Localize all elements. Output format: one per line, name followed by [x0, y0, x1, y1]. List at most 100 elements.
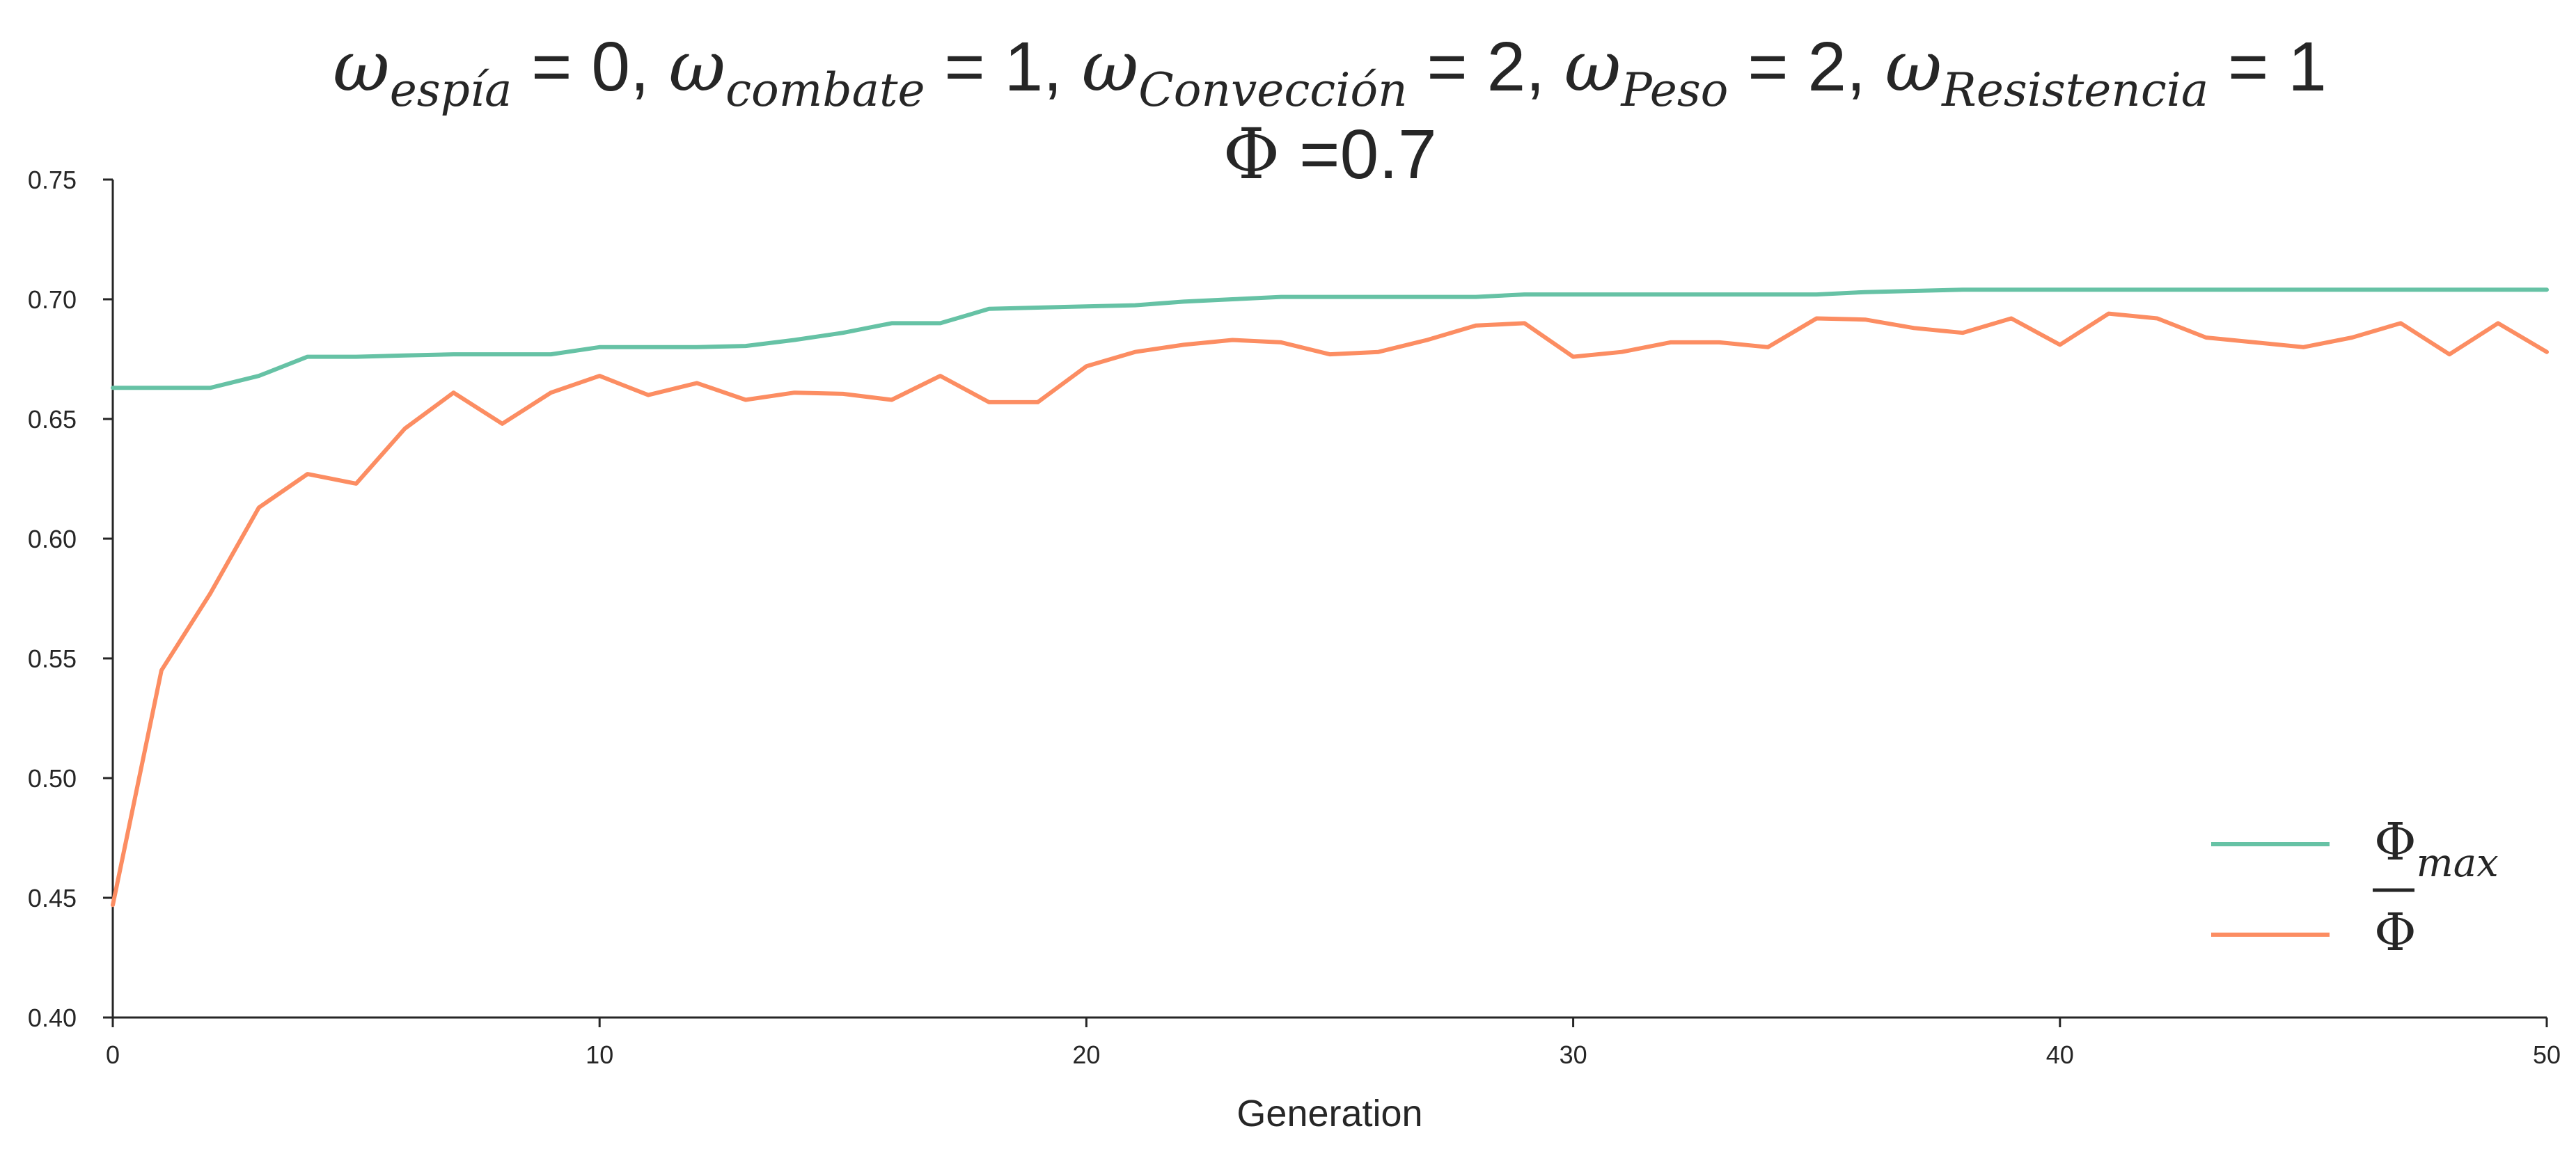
series-1-point — [452, 391, 455, 394]
legend-subscript: max — [2417, 841, 2499, 886]
series-0-point — [1377, 296, 1380, 299]
x-tick-label: 40 — [2046, 1040, 2074, 1069]
series-1-point — [1036, 401, 1039, 404]
series-1-point — [744, 398, 747, 401]
series-1-point — [598, 374, 601, 377]
title-omega-symbol: ω — [1082, 26, 1139, 107]
series-1-point — [2156, 317, 2159, 320]
title-omega-value: = 2, — [1408, 28, 1564, 106]
title-omega-subscript: Resistencia — [1941, 63, 2208, 117]
series-0-point — [2156, 288, 2159, 291]
x-tick-label: 20 — [1072, 1040, 1100, 1069]
series-1-point — [404, 427, 407, 430]
title-omega-subscript: Convección — [1138, 63, 1407, 117]
series-0-point — [2399, 288, 2402, 291]
series-1-point — [1718, 341, 1720, 344]
title-omega-symbol: ω — [333, 26, 390, 107]
series-1-point — [1572, 356, 1575, 358]
series-0-point — [549, 353, 552, 356]
series-0-point — [598, 346, 601, 349]
series-1-point — [1815, 317, 1818, 320]
x-tick-label: 10 — [586, 1040, 613, 1069]
y-tick-label: 0.45 — [28, 884, 77, 912]
series-1-point — [1377, 351, 1380, 354]
series-0-point — [452, 353, 455, 356]
series-1-point — [1961, 331, 1964, 334]
series-1-point — [1182, 343, 1185, 346]
title-omega-value: = 1, — [925, 28, 1082, 106]
title-omega-value: = 0, — [512, 28, 668, 106]
chart-title: ωespía = 0, ωcombate = 1, ωConvección = … — [333, 26, 2327, 195]
series-1-point — [988, 401, 991, 404]
series-0-point — [1426, 296, 1429, 299]
title-omega-symbol: ω — [1885, 26, 1942, 107]
title-omega-symbol: ω — [669, 26, 726, 107]
title-line-1: ωespía = 0, ωcombate = 1, ωConvección = … — [333, 26, 2327, 117]
title-omega-subscript: combate — [725, 63, 925, 117]
series-1-point — [258, 506, 260, 509]
series-1-point — [1426, 338, 1429, 341]
axes — [111, 180, 2547, 1019]
series-1-point — [793, 391, 796, 394]
series-1-point — [1621, 351, 1624, 354]
series-1-point — [549, 391, 552, 394]
series-1-point — [2253, 341, 2256, 344]
series-0-point — [1182, 300, 1185, 303]
series-1-point — [2350, 336, 2353, 339]
series-0-point — [1913, 290, 1915, 292]
series-0-point — [744, 345, 747, 347]
series-0-point — [988, 308, 991, 310]
series-0-point — [1280, 296, 1282, 299]
legend-label-0: Φmax — [2374, 812, 2499, 886]
x-axis-label: Generation — [1236, 1093, 1422, 1134]
title-omega-symbol: ω — [1564, 26, 1621, 107]
series-0-point — [1572, 293, 1575, 296]
y-tick-label: 0.60 — [28, 525, 77, 553]
series-1-point — [890, 398, 893, 401]
series-1-point — [1085, 365, 1087, 367]
series-0-point — [306, 356, 309, 358]
series-0-point — [501, 353, 503, 356]
series-0-point — [1036, 306, 1039, 309]
series-0-point — [1766, 293, 1769, 296]
series-0-point — [696, 346, 698, 349]
series-1-point — [842, 393, 845, 395]
series-0-point — [1961, 288, 1964, 291]
series-0-point — [1864, 291, 1867, 294]
series-0-point — [209, 386, 212, 389]
series-1-point — [2010, 317, 2013, 320]
y-tick-label: 0.40 — [28, 1004, 77, 1032]
title-phi-symbol: Φ — [1223, 113, 1280, 195]
series-0-point — [2497, 288, 2499, 291]
title-omega-subscript: Peso — [1620, 63, 1728, 117]
series-1-point — [1475, 324, 1477, 327]
series-0-point — [2448, 288, 2451, 291]
title-phi-value: =0.7 — [1280, 116, 1436, 193]
series-1-point — [1328, 353, 1331, 356]
x-tick-label: 50 — [2533, 1040, 2561, 1069]
x-tick-label: 30 — [1560, 1040, 1587, 1069]
series-1-point — [1766, 346, 1769, 349]
series-0-point — [1133, 304, 1136, 307]
legend-phi-symbol: Φ — [2374, 903, 2417, 963]
series-0-point — [355, 356, 358, 358]
series-1-point — [2497, 322, 2499, 324]
series-1-point — [2545, 351, 2548, 354]
series-1-point — [2059, 343, 2061, 346]
series-0-point — [2545, 288, 2548, 291]
series-0-point — [890, 322, 893, 324]
x-tick-label: 0 — [106, 1040, 120, 1069]
series-0-point — [2107, 288, 2110, 291]
title-omega-subscript: espía — [390, 63, 512, 117]
series-0-point — [1085, 305, 1087, 308]
series-1-point — [2448, 353, 2451, 356]
series-0-point — [1815, 293, 1818, 296]
series-line-1 — [111, 311, 2549, 908]
series-0-point — [1621, 293, 1624, 296]
series-1-point — [209, 592, 212, 595]
title-omega-value: = 2, — [1728, 28, 1885, 106]
series-1-point — [355, 482, 358, 485]
legend: Φmax Φ — [2211, 812, 2499, 963]
series-0-point — [939, 322, 942, 324]
